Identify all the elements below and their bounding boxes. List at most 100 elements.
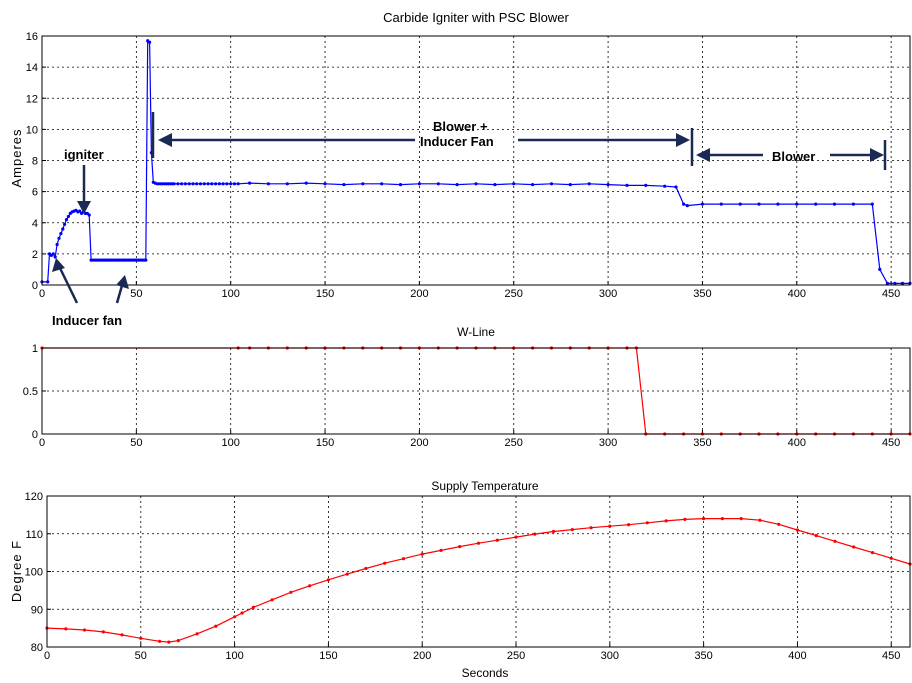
x-tick-label: 250 [505, 288, 523, 300]
data-point [342, 183, 346, 187]
data-point [514, 535, 518, 539]
data-point [364, 566, 368, 571]
annotation-igniter: igniter [64, 147, 104, 162]
data-point [172, 182, 176, 186]
x-tick-label: 450 [882, 650, 900, 662]
plot-frame-w-line [41, 347, 911, 435]
panel-amperes: Carbide Igniter with PSC Blower Amperes … [9, 10, 912, 328]
x-tick-label: 400 [788, 437, 806, 449]
data-point [777, 522, 781, 526]
data-point [183, 182, 187, 186]
panel-supply-temperature: Supply Temperature Degree F Seconds 0 50 1… [9, 479, 912, 680]
x-tick-label: 300 [599, 437, 617, 449]
x-tick-label: 250 [505, 437, 523, 449]
y-tick-label: 12 [26, 93, 38, 105]
annotation-inducer-fan: Inducer fan [52, 313, 122, 328]
data-point [531, 183, 535, 187]
y-tick-label: 16 [26, 31, 38, 43]
data-point [568, 183, 572, 187]
data-point [493, 183, 497, 187]
x-tick-label: 400 [788, 650, 806, 662]
data-point [476, 541, 481, 545]
data-point [251, 605, 255, 610]
data-point [851, 202, 856, 206]
data-point [78, 209, 82, 213]
data-point [57, 236, 61, 240]
data-point [439, 548, 443, 553]
data-point [158, 639, 162, 643]
data-point [225, 182, 229, 186]
x-tick-label: 350 [694, 650, 712, 662]
x-tick-label: 100 [222, 288, 240, 300]
data-point [191, 182, 195, 186]
x-tick-label: 150 [319, 650, 337, 662]
data-point [474, 182, 478, 186]
arrowhead-inducer-fan-1 [52, 258, 65, 272]
data-point [893, 281, 897, 285]
data-point [627, 523, 631, 527]
series-supply-temperature [45, 517, 912, 644]
data-point [139, 636, 143, 640]
annotations-amperes: igniter Inducer fan Blower + Inducer Fan… [52, 112, 887, 328]
data-point [878, 267, 882, 271]
data-point [51, 252, 55, 256]
data-point [270, 598, 274, 602]
x-tick-label: 350 [693, 437, 711, 449]
y-tick-label: 110 [25, 529, 43, 541]
data-point [420, 552, 424, 556]
data-point [889, 556, 893, 560]
grid-supply-temperature [47, 496, 910, 647]
data-point [176, 182, 180, 186]
data-point [814, 534, 818, 538]
chart-title-amperes: Carbide Igniter with PSC Blower [383, 10, 569, 25]
y-tick-label: 8 [32, 156, 38, 168]
x-tick-label: 100 [225, 650, 243, 662]
arrowhead-blower-inducer-right [676, 133, 690, 147]
x-tick-label: 200 [413, 650, 431, 662]
data-point [702, 517, 706, 521]
data-point [870, 202, 874, 206]
data-point [551, 529, 556, 534]
data-point [323, 182, 327, 186]
data-point [210, 182, 214, 186]
data-point [214, 182, 218, 186]
panel-w-line: W-Line 0 50 100 150 200 250 300 350 400 450 0 0.5 1 [23, 325, 912, 449]
series-line [46, 517, 911, 643]
x-tick-label: 350 [693, 288, 711, 300]
data-point [455, 183, 459, 187]
data-point [417, 182, 421, 186]
x-tick-label: 450 [882, 288, 900, 300]
annotation-blower-inducer-2: Inducer Fan [420, 134, 494, 149]
x-axis-label-seconds: Seconds [462, 666, 509, 680]
data-point [625, 183, 629, 187]
x-tick-label: 450 [882, 437, 900, 449]
data-point [176, 639, 180, 643]
data-point [644, 183, 648, 187]
data-point [436, 182, 440, 186]
data-point [458, 545, 462, 549]
x-tick-label: 0 [39, 288, 45, 300]
y-tick-label: 2 [32, 249, 38, 261]
data-point [229, 182, 233, 186]
data-point [53, 255, 57, 259]
data-point [236, 182, 240, 186]
data-point [304, 181, 308, 185]
data-point [719, 202, 723, 206]
data-point [758, 518, 762, 522]
ticks-supply-temperature: 0 50 100 150 200 250 300 350 400 450 80 90 100 110 120 [25, 491, 901, 662]
data-point [285, 182, 289, 186]
data-point [87, 213, 91, 217]
data-point [144, 258, 148, 262]
data-point [570, 528, 574, 532]
data-point [587, 182, 591, 186]
data-point [101, 630, 105, 634]
data-point [833, 539, 837, 543]
data-point [495, 538, 499, 542]
data-point [852, 545, 856, 549]
plot-frame-supply-temperature [46, 495, 911, 648]
data-point [232, 182, 237, 186]
data-point [64, 218, 69, 222]
y-axis-label-amperes: Amperes [9, 128, 24, 187]
data-point [55, 242, 59, 247]
